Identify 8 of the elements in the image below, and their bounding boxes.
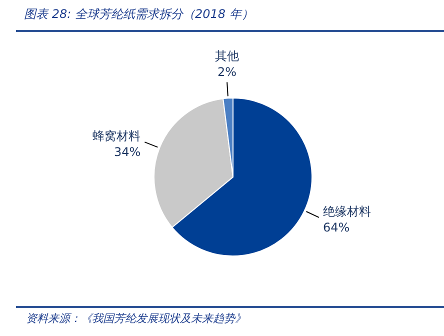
text: 资料来源：《我国芳纶发展现状及未来趋势》 <box>26 311 246 326</box>
slice-label: 绝缘材料 <box>322 204 371 218</box>
slice-label: 蜂窝材料 <box>92 129 141 144</box>
data-label: 64% <box>322 220 350 234</box>
data-label: 2% <box>218 65 237 80</box>
data-label: 34% <box>114 145 141 160</box>
chart-title: 图表 28: 全球芳纶纸需求拆分（2018 年） <box>24 6 254 23</box>
slice-label: 其他 <box>215 49 240 64</box>
